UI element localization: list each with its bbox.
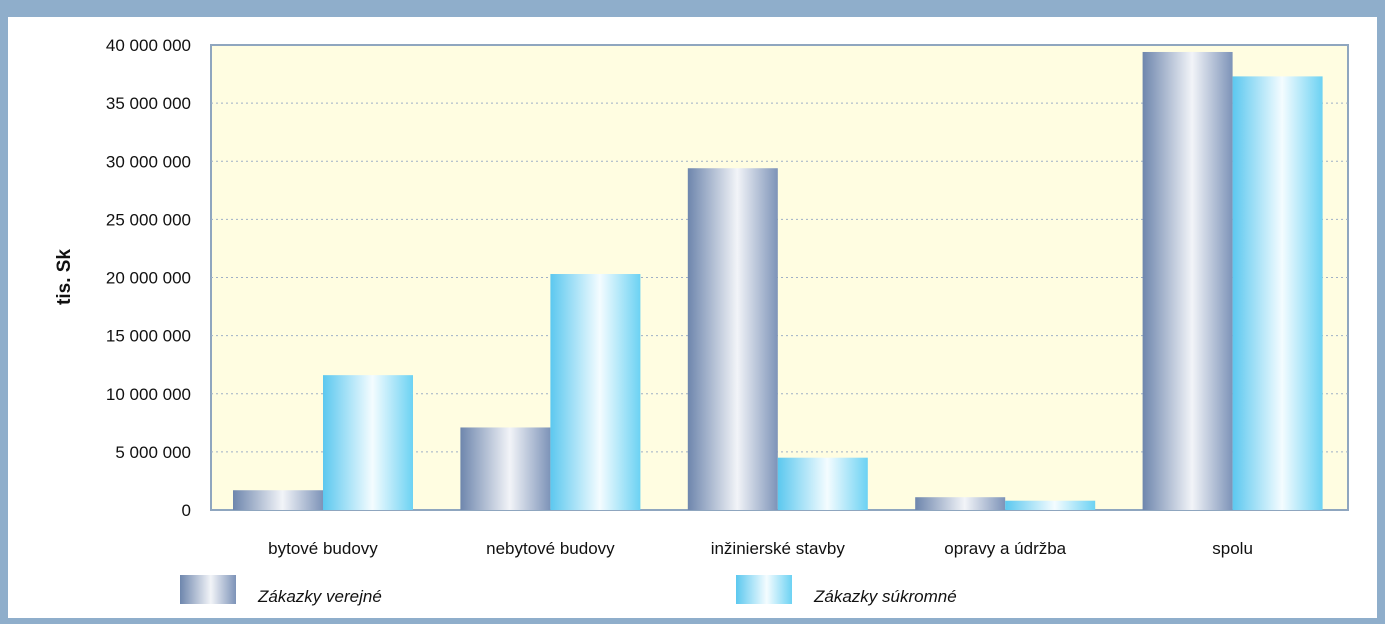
legend-label: Zákazky súkromné xyxy=(813,587,957,606)
x-category-label: inžinierské stavby xyxy=(711,539,846,558)
bar-sukromne-0 xyxy=(323,375,413,510)
x-category-label: nebytové budovy xyxy=(486,539,615,558)
chart-frame: 0 5 000 000 10 000 000 15 000 000 20 000 000… xyxy=(8,17,1377,618)
y-tick-label: 25 000 000 xyxy=(106,210,191,229)
y-tick-label: 15 000 000 xyxy=(106,327,191,346)
bar-sukromne-3 xyxy=(1005,500,1096,510)
y-axis-label: tis. Sk xyxy=(54,249,75,305)
bar-sukromne-1 xyxy=(550,274,641,510)
y-axis-ticks: 0 5 000 000 10 000 000 15 000 000 20 000 000… xyxy=(106,36,191,520)
legend-label: Zákazky verejné xyxy=(257,587,382,606)
y-tick-label: 30 000 000 xyxy=(106,152,191,171)
y-tick-label: 35 000 000 xyxy=(106,94,191,113)
bar-verejne-3 xyxy=(915,497,1006,510)
bar-sukromne-4 xyxy=(1232,76,1323,510)
bar-chart: 0 5 000 000 10 000 000 15 000 000 20 000 000… xyxy=(54,36,1349,606)
y-tick-label: 10 000 000 xyxy=(106,385,191,404)
legend-swatch xyxy=(736,575,792,604)
x-category-label: spolu xyxy=(1212,539,1253,558)
bar-verejne-1 xyxy=(460,427,551,510)
y-tick-label: 5 000 000 xyxy=(115,443,191,462)
legend: Zákazky verejné Zákazky súkromné xyxy=(180,575,957,606)
y-tick-label: 20 000 000 xyxy=(106,269,191,288)
bar-verejne-2 xyxy=(687,168,778,510)
x-category-label: opravy a údržba xyxy=(944,539,1066,558)
bar-sukromne-2 xyxy=(777,457,868,510)
bar-verejne-0 xyxy=(233,490,323,510)
x-axis-categories: bytové budovy nebytové budovy inžinierské … xyxy=(268,539,1253,558)
legend-swatch xyxy=(180,575,236,604)
y-tick-label: 40 000 000 xyxy=(106,36,191,55)
y-tick-label: 0 xyxy=(182,501,191,520)
x-category-label: bytové budovy xyxy=(268,539,378,558)
bar-verejne-4 xyxy=(1142,51,1233,510)
bars xyxy=(233,51,1323,510)
